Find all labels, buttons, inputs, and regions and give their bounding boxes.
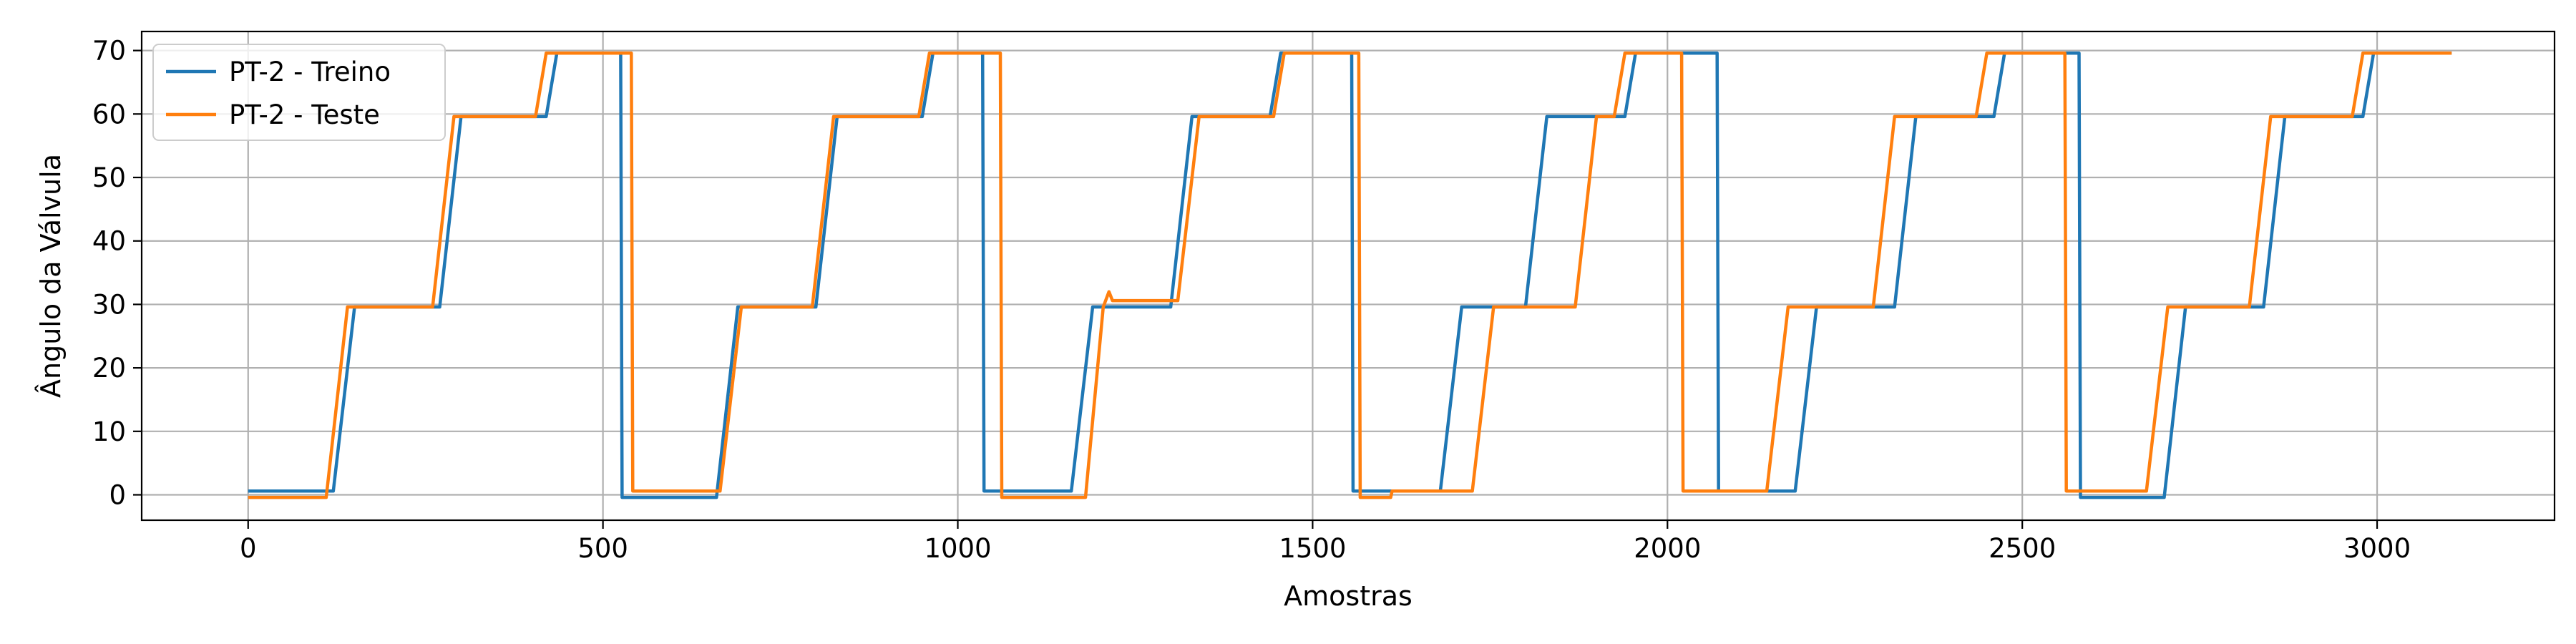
x-tick-label: 2500 (1989, 533, 2056, 564)
series-lines (248, 51, 2452, 499)
y-tick-label: 20 (92, 353, 126, 384)
y-axis-label: Ângulo da Válvula (35, 154, 67, 398)
grid (142, 31, 2555, 520)
x-axis-label: Amostras (1284, 580, 1413, 612)
x-tick-label: 1000 (924, 533, 991, 564)
series-line-1 (248, 51, 2452, 499)
y-tick-label: 0 (109, 480, 126, 511)
y-tick-label: 40 (92, 226, 126, 257)
y-tick-label: 60 (92, 99, 126, 130)
legend-box (152, 44, 446, 141)
y-tick-label: 50 (92, 162, 126, 193)
x-tick-label: 500 (577, 533, 628, 564)
series-line-2 (248, 51, 2452, 499)
y-tick-label: 30 (92, 289, 126, 320)
x-tick-label: 2000 (1634, 533, 1701, 564)
plot-frame (140, 30, 2556, 522)
axis-ticks: 0 500 1000 1500 2000 2500 3000 0 10 20 30 40 50 60 70 (92, 36, 2411, 564)
legend: PT-2 - Treino PT-2 - Teste (152, 44, 446, 141)
x-tick-label: 3000 (2343, 533, 2411, 564)
y-tick-label: 10 (92, 416, 126, 447)
x-tick-label: 1500 (1279, 533, 1346, 564)
legend-entry-label: PT-2 - Treino (229, 57, 391, 87)
legend-entry-label: PT-2 - Teste (229, 99, 380, 130)
y-tick-label: 70 (92, 36, 126, 67)
x-tick-label: 0 (240, 533, 257, 564)
